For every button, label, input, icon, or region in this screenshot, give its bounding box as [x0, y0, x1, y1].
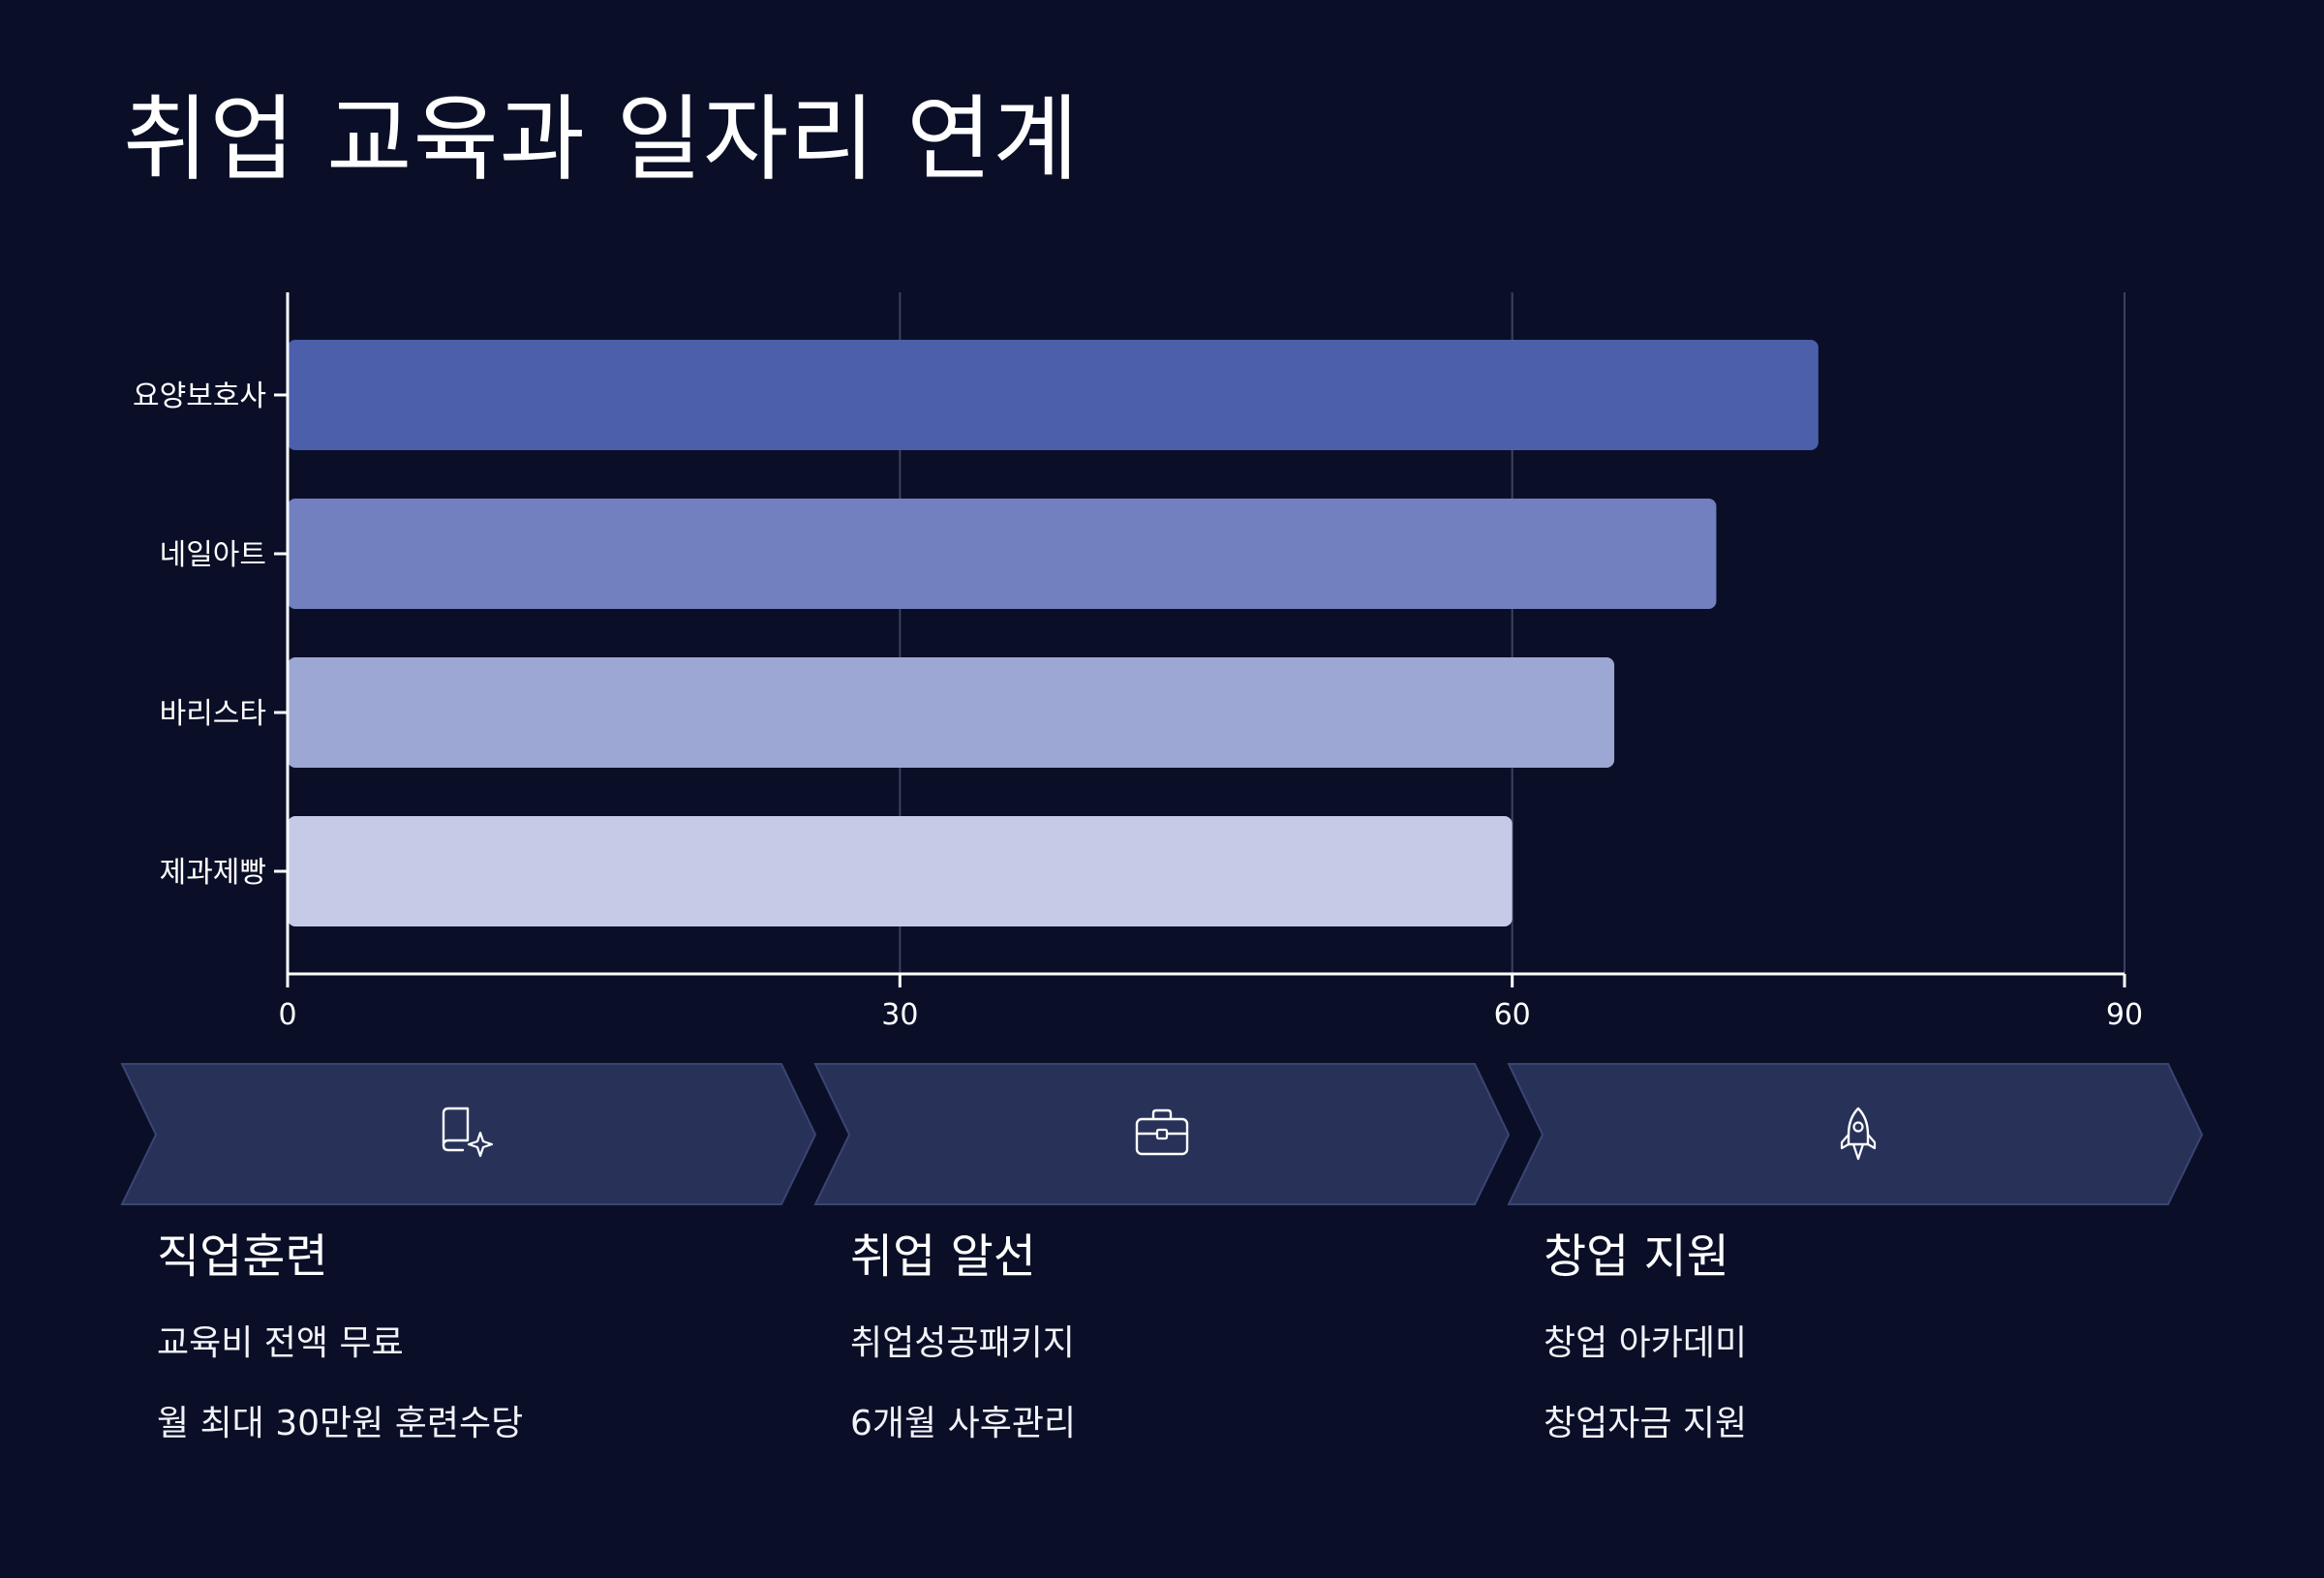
x-tick-label: 30 [881, 998, 918, 1032]
step-detail: 교육비 전액 무료 [157, 1322, 404, 1363]
bar [288, 657, 1615, 768]
step-detail: 6개월 사후관리 [850, 1403, 1077, 1443]
step-column-training: 직업훈련 교육비 전액 무료 월 최대 30만원 훈련수당 [157, 1229, 777, 1483]
page-title: 취업 교육과 일자리 연계 [123, 85, 1080, 194]
step-heading: 취업 알선 [850, 1229, 1036, 1284]
step-detail: 취업성공패키지 [850, 1322, 1075, 1363]
briefcase-icon [1135, 1108, 1189, 1156]
y-tick-label: 바리스타 [160, 697, 266, 731]
bar [288, 499, 1717, 609]
step-column-startup: 창업 지원 창업 아카데미 창업자금 지원 [1544, 1229, 2163, 1483]
x-tick-label: 0 [278, 998, 296, 1032]
step-detail: 창업 아카데미 [1544, 1322, 1748, 1363]
rocket-icon [1840, 1107, 1877, 1161]
y-tick-label: 네일아트 [160, 538, 266, 572]
step-detail: 월 최대 30만원 훈련수당 [157, 1403, 524, 1443]
y-tick-label: 제과제빵 [160, 856, 266, 890]
book-sparkle-icon [442, 1107, 494, 1158]
x-tick-label: 90 [2106, 998, 2143, 1032]
step-detail: 창업자금 지원 [1544, 1403, 1748, 1443]
step-heading: 창업 지원 [1544, 1229, 1729, 1284]
x-tick-label: 60 [1494, 998, 1531, 1032]
y-tick-label: 요양보호사 [133, 379, 266, 413]
bar [288, 340, 1819, 450]
step-heading: 직업훈련 [157, 1229, 328, 1284]
bar [288, 816, 1513, 926]
step-column-placement: 취업 알선 취업성공패키지 6개월 사후관리 [850, 1229, 1470, 1483]
